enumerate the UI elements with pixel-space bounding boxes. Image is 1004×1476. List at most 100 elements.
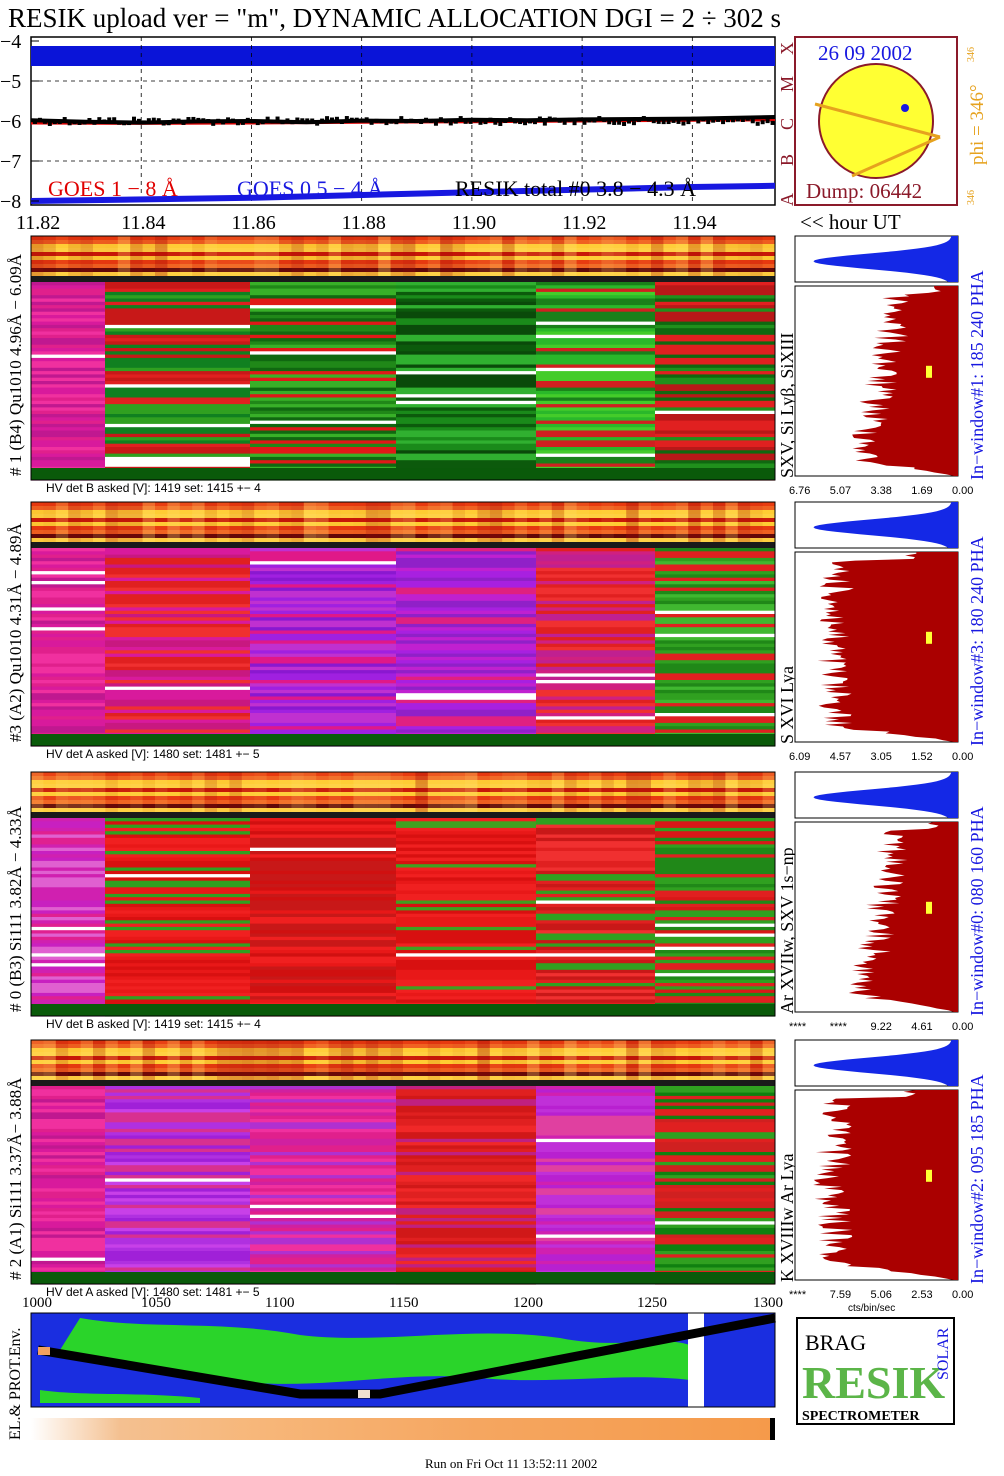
spec-cell-0-1-30 xyxy=(105,381,250,385)
strip-mottle-2-53 xyxy=(688,772,701,812)
strip-mottle-1-6 xyxy=(105,502,118,542)
spec-cell-3-0-21 xyxy=(31,1155,105,1160)
strip-mottle-2-54 xyxy=(700,772,713,812)
strip-mottle-3-58 xyxy=(750,1040,763,1080)
spec-cell-0-1-43 xyxy=(105,423,250,428)
spec-cell-2-0-48 xyxy=(31,976,105,981)
spec-cell-0-2-20 xyxy=(250,348,396,352)
spec-cell-1-5-7 xyxy=(655,571,775,575)
spec-cell-3-1-54 xyxy=(105,1264,250,1269)
spec-cell-3-0-52 xyxy=(31,1257,105,1262)
spec-cell-2-1-39 xyxy=(105,946,250,951)
spec-cell-2-0-55 xyxy=(31,999,105,1004)
spec-cell-1-0-10 xyxy=(31,581,105,585)
spec-cell-2-3-11 xyxy=(396,854,536,859)
spec-cell-1-5-0 xyxy=(655,548,775,552)
spec-cell-3-4-42 xyxy=(536,1224,655,1229)
spec-cell-1-3-6 xyxy=(396,567,536,572)
spec-cell-1-3-31 xyxy=(396,650,536,655)
spec-cell-0-3-27 xyxy=(396,371,536,375)
resik-point-45 xyxy=(255,121,260,126)
strip-mottle-1-39 xyxy=(514,502,527,542)
spec-cell-0-0-6 xyxy=(31,301,105,306)
spec-cell-1-0-17 xyxy=(31,604,105,608)
spec-cell-2-4-48 xyxy=(536,976,655,981)
spec-cell-3-2-26 xyxy=(250,1171,396,1176)
resik-point-118 xyxy=(617,120,622,125)
spec-cell-3-3-45 xyxy=(396,1234,536,1239)
spec-cell-3-2-19 xyxy=(250,1148,396,1153)
spec-cell-2-1-29 xyxy=(105,913,250,918)
spec-cell-1-2-23 xyxy=(250,623,396,628)
spec-bottom-band-2 xyxy=(31,1004,775,1016)
strip-mottle-2-38 xyxy=(502,772,515,812)
resik-point-117 xyxy=(612,120,617,125)
resik-point-5 xyxy=(57,120,62,125)
spec-cell-1-3-0 xyxy=(396,548,536,552)
spec-cell-1-5-22 xyxy=(655,620,775,625)
spec-cell-1-0-20 xyxy=(31,614,105,618)
spec-cell-0-1-24 xyxy=(105,361,250,366)
strip-mottle-3-53 xyxy=(688,1040,701,1080)
spec-cell-0-1-31 xyxy=(105,384,250,389)
spec-cell-3-2-52 xyxy=(250,1257,396,1262)
hist-unit-3: cts/bin/sec xyxy=(848,1303,895,1314)
ytick-label-2: −6 xyxy=(0,111,21,133)
spec-cell-3-3-55 xyxy=(396,1267,536,1272)
spec-cell-3-0-29 xyxy=(31,1181,105,1186)
strip-mottle-3-28 xyxy=(378,1040,391,1080)
spec-cell-0-1-5 xyxy=(105,298,250,303)
spec-cell-0-1-46 xyxy=(105,433,250,438)
spec-cell-2-1-27 xyxy=(105,907,250,911)
spec-cell-1-5-13 xyxy=(655,590,775,595)
strip-row-0-3 xyxy=(31,248,775,253)
spec-cell-3-4-29 xyxy=(536,1181,655,1186)
spec-cell-3-4-54 xyxy=(536,1264,655,1269)
hv-label-2: HV det B asked [V]: 1419 set: 1415 +− 4 xyxy=(46,1017,261,1031)
spec-cell-1-3-30 xyxy=(396,647,536,651)
spec-cell-1-0-7 xyxy=(31,571,105,575)
spec-cell-3-2-12 xyxy=(250,1125,396,1130)
spec-cell-1-2-35 xyxy=(250,663,396,668)
spec-cell-0-0-13 xyxy=(31,324,105,329)
spec-cell-2-2-47 xyxy=(250,973,396,977)
pha-main-hist-0 xyxy=(852,286,958,476)
resik-point-141 xyxy=(730,118,735,123)
spec-cell-3-1-52 xyxy=(105,1257,250,1262)
spec-cell-2-5-27 xyxy=(655,907,775,911)
spec-cell-0-0-36 xyxy=(31,400,105,405)
spec-cell-1-5-27 xyxy=(655,637,775,641)
spec-cell-3-0-8 xyxy=(31,1112,105,1117)
strip-mottle-1-33 xyxy=(440,502,453,542)
spec-cell-2-3-50 xyxy=(396,983,536,987)
spec-cell-3-5-28 xyxy=(655,1178,775,1183)
spec-cell-3-3-28 xyxy=(396,1178,536,1183)
spec-cell-2-3-48 xyxy=(396,976,536,981)
resik-point-100 xyxy=(528,119,532,124)
spec-cell-0-0-38 xyxy=(31,407,105,412)
resik-point-47 xyxy=(265,116,270,121)
strip-mottle-3-17 xyxy=(241,1040,255,1080)
resik-point-71 xyxy=(384,121,389,126)
strip-row-1-0 xyxy=(31,502,775,507)
spec-cell-1-4-2 xyxy=(536,554,655,559)
strip-row-3-7 xyxy=(31,1068,775,1073)
spec-cell-1-0-37 xyxy=(31,670,105,674)
spec-cell-1-2-49 xyxy=(250,709,396,714)
spec-cell-2-0-40 xyxy=(31,950,105,954)
resik-point-122 xyxy=(636,117,641,122)
strip-mottle-1-2 xyxy=(55,502,69,542)
spec-cell-3-0-53 xyxy=(31,1260,105,1265)
strip-mottle-2-37 xyxy=(489,772,503,812)
spec-cell-3-1-44 xyxy=(105,1231,250,1236)
strip-mottle-2-43 xyxy=(564,772,577,812)
spec-cell-2-4-55 xyxy=(536,999,655,1004)
spec-cell-2-2-9 xyxy=(250,847,396,852)
spec-cell-0-0-7 xyxy=(31,305,105,309)
spec-cell-3-3-47 xyxy=(396,1241,536,1245)
spec-cell-0-2-0 xyxy=(250,282,396,286)
resik-point-72 xyxy=(389,119,394,124)
spec-cell-2-0-31 xyxy=(31,920,105,925)
spec-cell-3-5-34 xyxy=(655,1198,775,1203)
